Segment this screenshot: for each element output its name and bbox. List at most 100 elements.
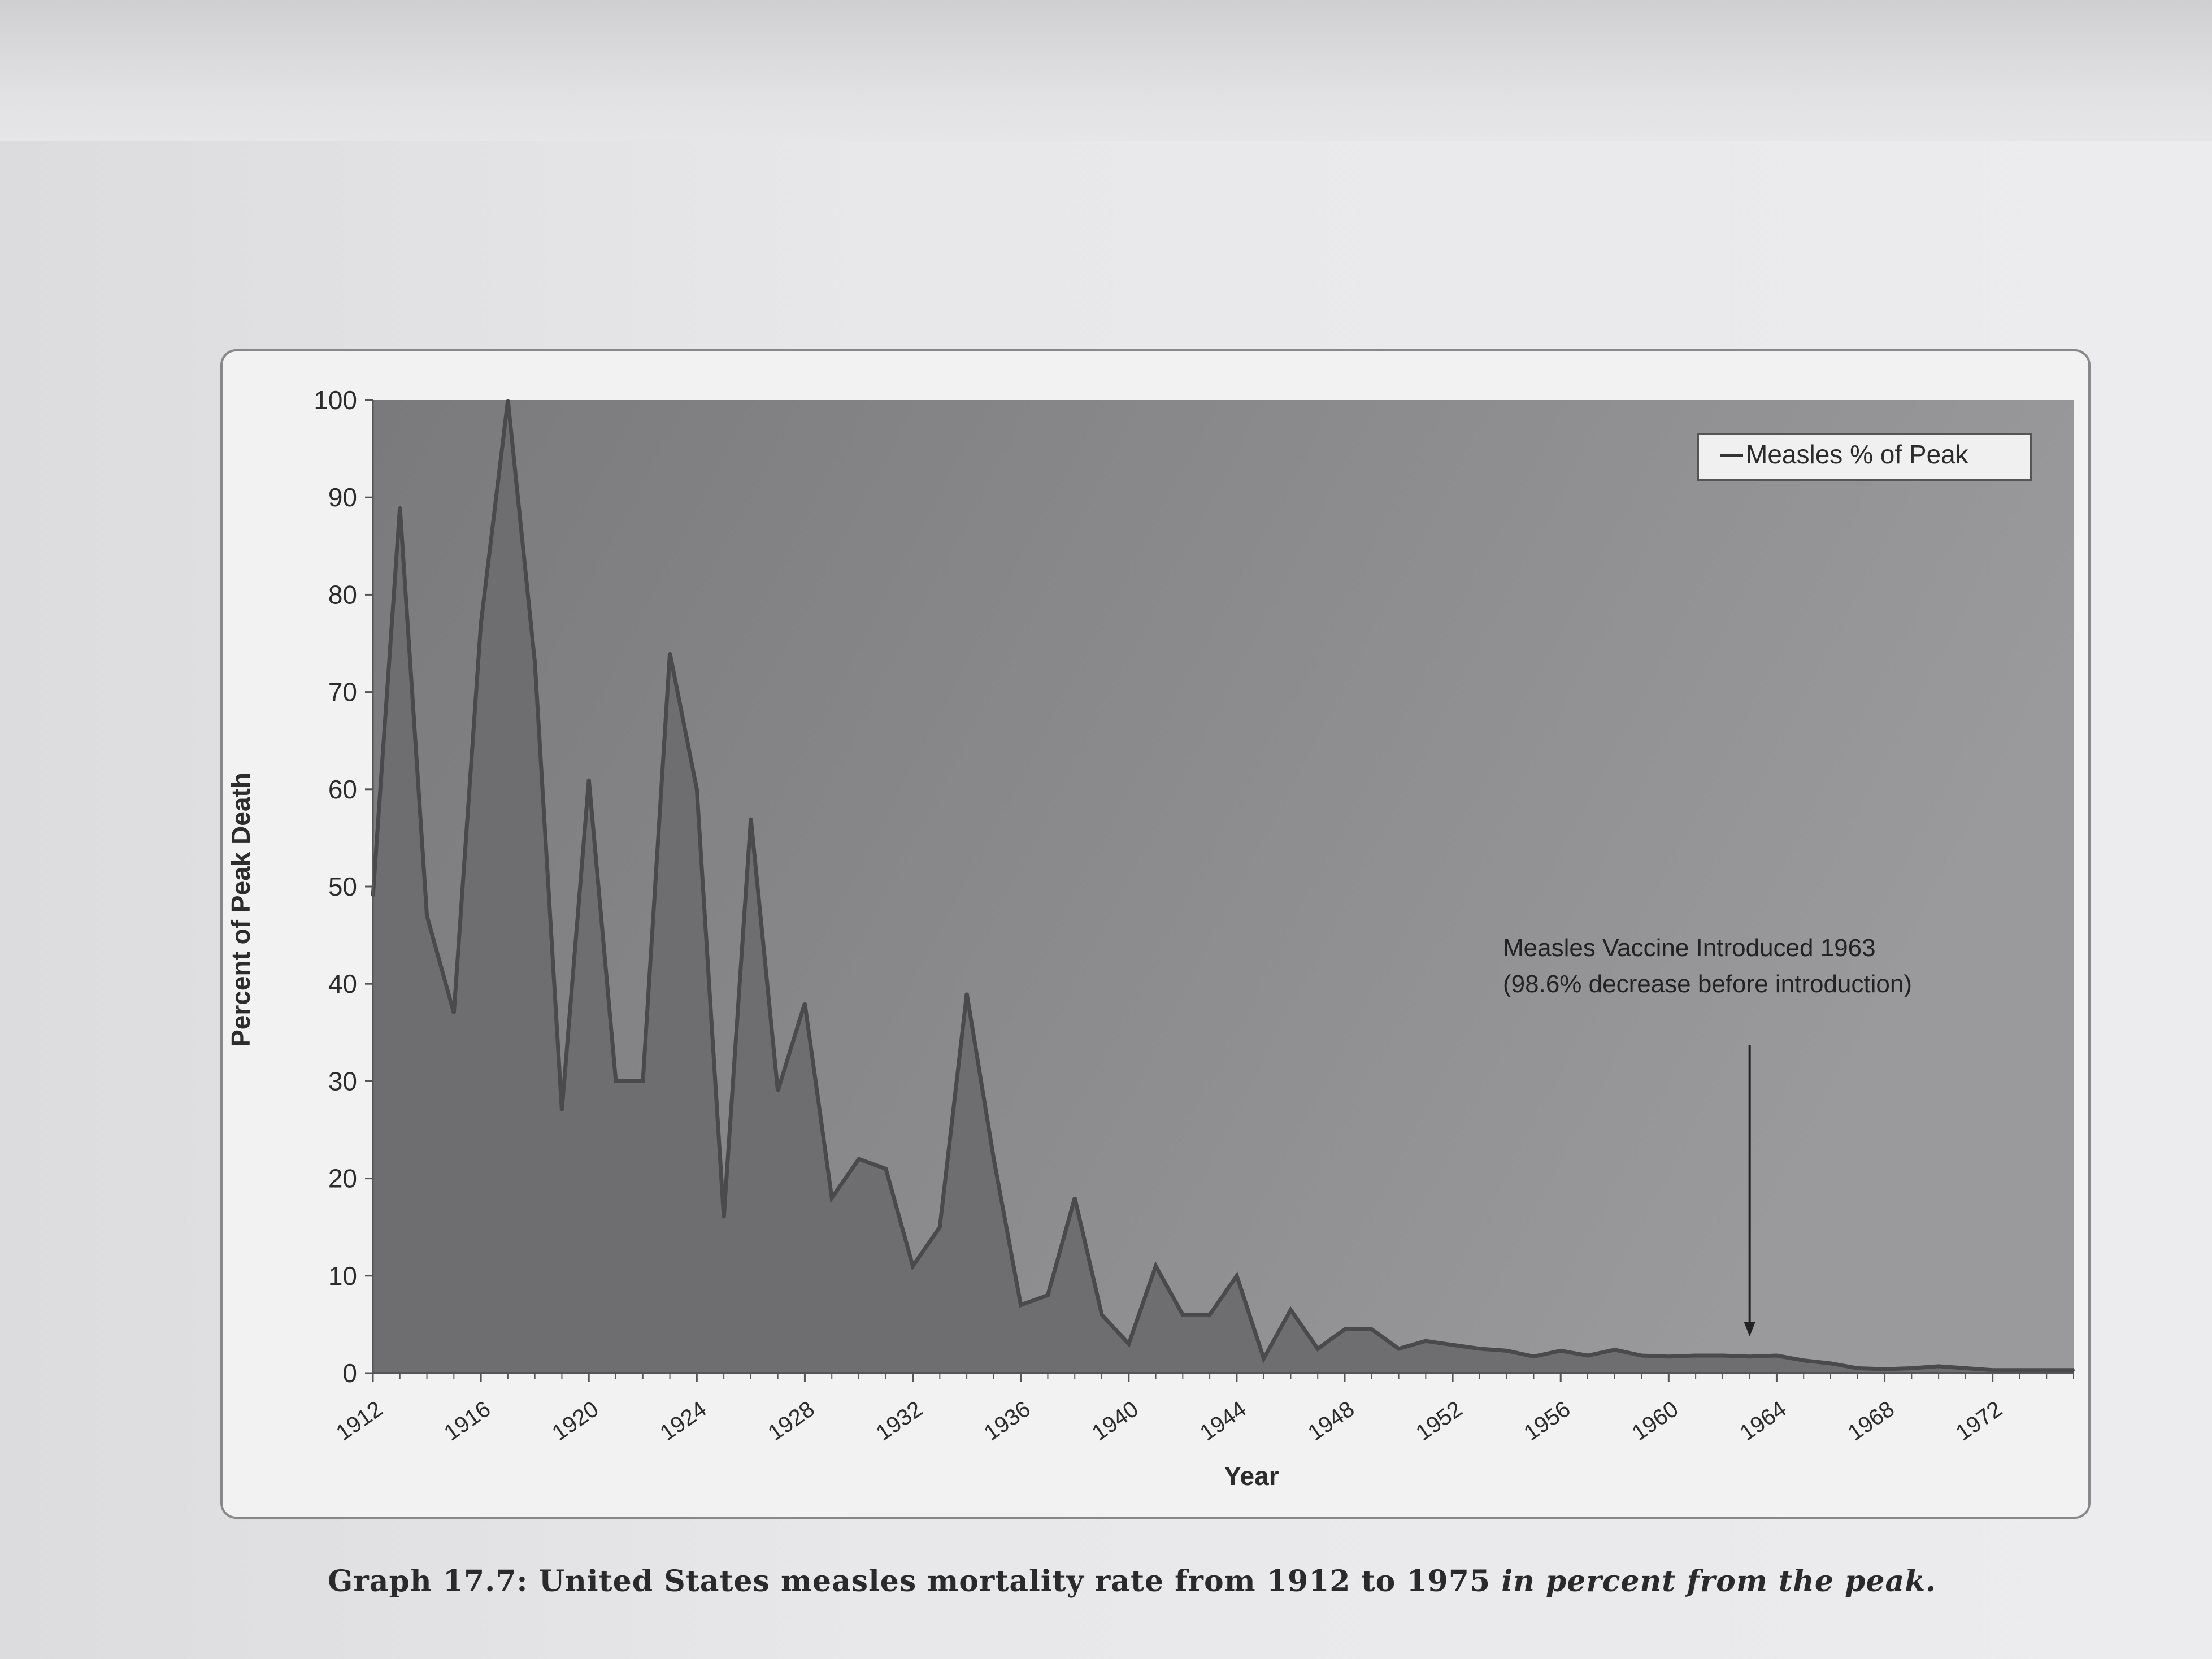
x-tick-label: 1936 [980, 1396, 1035, 1445]
data-point [1910, 1367, 1913, 1370]
y-tick-label: 10 [328, 1261, 357, 1291]
data-point [1964, 1367, 1967, 1370]
data-point [1424, 1340, 1427, 1343]
data-point [1019, 1304, 1022, 1306]
data-point [668, 652, 671, 654]
x-tick-label: 1972 [1952, 1396, 2007, 1445]
data-point [1559, 1349, 1562, 1352]
data-point [723, 1216, 725, 1219]
data-point [1478, 1347, 1481, 1350]
data-point [641, 1080, 644, 1083]
data-point [1209, 1313, 1211, 1316]
caption-text: Graph 17.7: United States measles mortal… [328, 1564, 1502, 1599]
x-tick-label: 1924 [655, 1396, 711, 1445]
x-tick-label: 1948 [1303, 1396, 1359, 1445]
data-point [938, 1226, 941, 1228]
data-point [1074, 1197, 1076, 1199]
data-point [1235, 1274, 1238, 1277]
data-point [615, 1080, 617, 1083]
x-axis-title: Year [1224, 1461, 1279, 1491]
data-point [884, 1167, 887, 1170]
y-tick-label: 90 [328, 483, 357, 512]
x-tick-label: 1928 [763, 1396, 819, 1445]
data-point [696, 788, 698, 791]
data-point [911, 1265, 914, 1267]
data-point [1397, 1347, 1400, 1350]
data-point [1775, 1354, 1778, 1357]
x-tick-label: 1920 [547, 1396, 603, 1445]
data-point [776, 1089, 779, 1092]
data-point [2072, 1369, 2075, 1371]
data-point [2018, 1369, 2021, 1371]
data-point [453, 1011, 455, 1014]
y-tick-label: 100 [314, 385, 357, 415]
data-point [831, 1197, 833, 1199]
data-point [1587, 1354, 1589, 1357]
y-tick-label: 40 [328, 969, 357, 998]
data-point [1262, 1357, 1265, 1360]
x-tick-label: 1916 [440, 1396, 495, 1445]
data-point [1452, 1344, 1454, 1347]
data-point [1316, 1347, 1319, 1350]
data-area-layer [371, 399, 2075, 1373]
data-point [858, 1158, 860, 1161]
legend-box [1697, 433, 2032, 481]
data-point [1802, 1359, 1805, 1362]
data-point [533, 661, 536, 664]
data-point [506, 399, 509, 401]
x-tick-label: 1940 [1088, 1396, 1143, 1445]
y-tick-label: 70 [328, 678, 357, 707]
y-tick-label: 20 [328, 1164, 357, 1193]
x-tick-label: 1968 [1844, 1396, 1899, 1445]
x-tick-label: 1952 [1411, 1396, 1467, 1445]
data-point [1694, 1354, 1697, 1357]
legend: Measles % of Peak [1697, 433, 2032, 481]
data-point [803, 1002, 806, 1005]
data-point [1667, 1355, 1670, 1358]
data-point [1613, 1348, 1616, 1351]
series-line [371, 399, 2074, 1373]
x-tick-label: 1956 [1519, 1396, 1575, 1445]
data-point [1721, 1354, 1724, 1357]
x-tick-label: 1964 [1735, 1396, 1791, 1445]
data-point [1370, 1328, 1373, 1331]
data-point [425, 914, 428, 917]
y-tick-label: 60 [328, 775, 357, 804]
data-point [1937, 1365, 1940, 1367]
vaccine-annotation: Measles Vaccine Introduced 1963 (98.6% d… [1503, 934, 1912, 1336]
annotation-arrowhead [1744, 1322, 1755, 1336]
data-point [1883, 1368, 1886, 1371]
caption-italic-text: in percent from the peak. [1501, 1564, 1937, 1599]
x-tick-label: 1932 [872, 1396, 927, 1445]
data-point [1991, 1369, 1994, 1371]
data-point [1101, 1313, 1103, 1316]
series-area [373, 400, 2074, 1373]
x-tick-label: 1960 [1627, 1396, 1683, 1445]
y-tick-label: 80 [328, 580, 357, 609]
y-tick-label: 50 [328, 872, 357, 901]
data-point [398, 506, 401, 509]
data-point [749, 817, 752, 820]
data-point [1532, 1355, 1535, 1358]
data-point [1046, 1294, 1049, 1297]
x-tick-label: 1944 [1196, 1396, 1251, 1445]
data-point [1289, 1309, 1292, 1311]
data-point [1154, 1265, 1157, 1267]
data-point [1640, 1354, 1643, 1357]
data-point [992, 1158, 995, 1161]
legend-label: Measles % of Peak [1746, 440, 1969, 469]
data-point [1829, 1362, 1832, 1365]
page-top-shadow [0, 0, 2212, 141]
figure-caption: Graph 17.7: United States measles mortal… [328, 1564, 2136, 1599]
data-point [1505, 1349, 1508, 1352]
data-point [560, 1109, 563, 1112]
data-point [966, 992, 968, 995]
annotation-line-1: Measles Vaccine Introduced 1963 [1503, 934, 1876, 962]
data-point [480, 623, 483, 626]
data-point [588, 778, 590, 781]
y-axis-title: Percent of Peak Death [226, 772, 255, 1047]
data-point [1856, 1367, 1859, 1370]
y-tick-label: 30 [328, 1066, 357, 1096]
y-tick-label: 0 [342, 1358, 357, 1388]
